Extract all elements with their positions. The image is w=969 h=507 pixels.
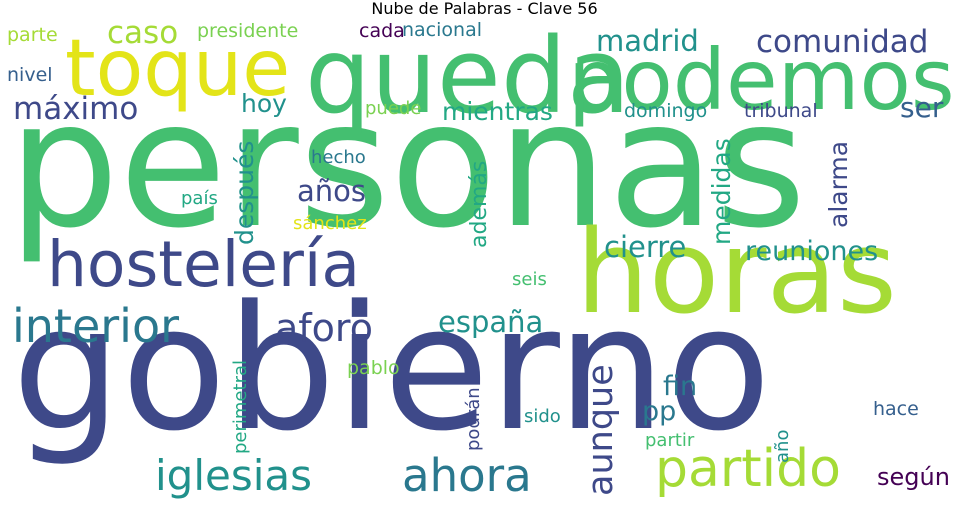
word-máximo: máximo <box>13 91 139 127</box>
word-horas: horas <box>576 206 897 340</box>
word-interior: interior <box>12 299 180 353</box>
word-domingo: domingo <box>624 100 708 122</box>
word-caso: caso <box>107 18 179 51</box>
word-ser: ser <box>900 91 944 124</box>
word-aforo: aforo <box>275 306 373 350</box>
word-sido: sido <box>524 406 561 427</box>
word-españa: españa <box>438 305 544 339</box>
word-según: según <box>877 463 950 491</box>
word-sánchez: sánchez <box>293 213 367 234</box>
word-parte: parte <box>7 24 58 46</box>
word-seis: seis <box>512 269 547 290</box>
word-fin: fin <box>663 371 698 402</box>
word-iglesias: iglesias <box>155 451 313 500</box>
word-pablo: pablo <box>347 357 400 379</box>
word-cada: cada <box>359 20 405 42</box>
word-además: además <box>467 160 492 248</box>
word-cloud: personas gobierno horas queda podemos ho… <box>0 18 969 507</box>
word-hostelería: hostelería <box>47 228 361 301</box>
word-nivel: nivel <box>7 64 53 86</box>
word-queda: queda <box>305 18 631 137</box>
word-alarma: alarma <box>824 140 853 228</box>
word-nacional: nacional <box>402 19 482 41</box>
word-partir: partir <box>645 430 695 451</box>
word-hace: hace <box>873 398 919 420</box>
word-ahora: ahora <box>402 449 532 502</box>
word-podrán: podrán <box>463 387 484 451</box>
word-país: país <box>181 188 218 209</box>
word-después: después <box>230 140 259 245</box>
word-perimetral: perimetral <box>230 360 251 454</box>
word-gobierno: gobierno <box>12 268 772 469</box>
word-presidente: presidente <box>197 20 299 42</box>
word-medidas: medidas <box>707 138 736 245</box>
cloud-title: Nube de Palabras - Clave 56 <box>371 0 598 18</box>
word-toque: toque <box>65 24 291 114</box>
word-personas: personas <box>8 64 807 267</box>
word-tribunal: tribunal <box>744 100 818 122</box>
word-aunque: aunque <box>581 364 621 496</box>
word-cierre: cierre <box>604 230 687 264</box>
word-hecho: hecho <box>311 147 366 168</box>
word-reuniones: reuniones <box>745 236 879 267</box>
word-madrid: madrid <box>596 24 699 58</box>
word-año: año <box>772 429 793 463</box>
word-podemos: podemos <box>568 31 955 129</box>
word-partido: partido <box>655 439 841 499</box>
word-pp: pp <box>642 396 677 427</box>
word-comunidad: comunidad <box>756 24 929 60</box>
word-años: años <box>297 174 367 208</box>
word-mientras: mientras <box>442 97 553 126</box>
word-puede: puede <box>365 98 422 119</box>
word-hoy: hoy <box>241 89 287 118</box>
